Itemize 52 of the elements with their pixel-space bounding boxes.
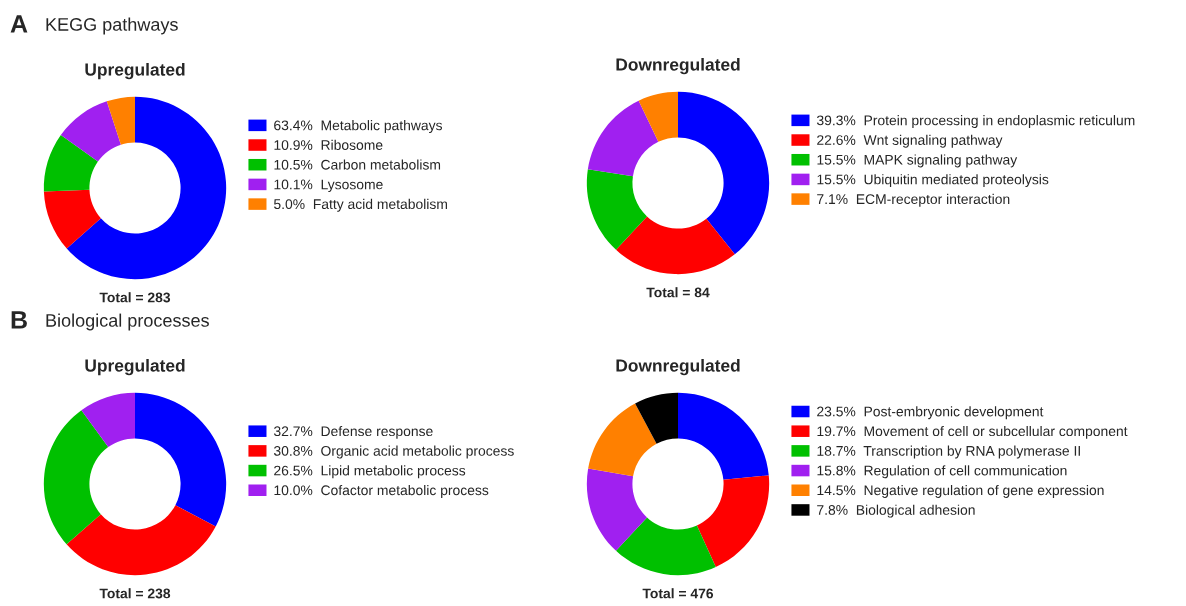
legend-label: 15.8% Regulation of cell communication: [817, 465, 1067, 479]
donut-slice: [81, 392, 135, 448]
legend-label: 26.5% Lipid metabolic process: [274, 465, 466, 479]
chart-title: Upregulated: [85, 358, 185, 376]
donut-slice: [66, 505, 216, 576]
legend-label: 18.7% Transcription by RNA polymerase II: [817, 445, 1080, 459]
legend-label: 14.5% Negative regulation of gene expression: [817, 484, 1104, 498]
donut-slice: [586, 169, 647, 250]
donut-slice: [43, 410, 109, 545]
legend-label: 30.8% Organic acid metabolic process: [273, 445, 514, 459]
legend-label: 10.1% Lysosome: [274, 179, 383, 193]
text: Total = 283: [99, 292, 171, 303]
donut-slice: [616, 216, 735, 275]
text: KEGG pathways: [46, 17, 178, 35]
donut-slice: [635, 392, 678, 444]
text: B: [11, 311, 27, 329]
legend-label: 32.7% Defense response: [273, 425, 433, 439]
donut-slice: [106, 96, 135, 145]
text: A: [10, 15, 28, 33]
text: Total = 84: [646, 287, 710, 298]
chart-title: Downregulated: [616, 358, 740, 376]
legend-label: 23.5% Post-embryonic development: [817, 406, 1044, 420]
donut-slice: [43, 189, 101, 249]
legend-label: 39.3% Protein processing in endoplasmic reticulum: [816, 115, 1135, 129]
legend-label: 15.5% MAPK signaling pathway: [817, 154, 1018, 168]
legend-label: 10.5% Carbon metabolism: [274, 159, 441, 170]
legend-label: 63.4% Metabolic pathways: [274, 120, 443, 134]
donut-slice: [678, 392, 769, 480]
legend-label: 10.0% Cofactor metabolic process: [274, 484, 489, 498]
donut-slice: [616, 517, 716, 576]
text: Biological processes: [46, 313, 209, 331]
legend-label: 5.0% Fatty acid metabolism: [273, 198, 447, 212]
chart-title: Upregulated: [85, 62, 185, 80]
donut-slice: [43, 134, 98, 192]
legend-label: 7.8% Biological adhesion: [817, 504, 975, 518]
donut-slice: [135, 392, 227, 527]
text: Total = 476: [642, 588, 714, 599]
legend-label: 10.9% Ribosome: [274, 139, 383, 150]
donut-slice: [60, 101, 121, 162]
legend-label: 7.1% ECM-receptor interaction: [817, 193, 1010, 207]
donut-slice: [66, 96, 227, 280]
chart-title: Downregulated: [616, 57, 740, 75]
donut-slice: [586, 468, 647, 551]
legend-label: 22.6% Wnt signaling pathway: [817, 134, 1003, 148]
text: Total = 238: [99, 588, 171, 599]
donut-slice: [696, 475, 770, 567]
legend-label: 15.5% Ubiquitin mediated proteolysis: [817, 174, 1049, 188]
donut-slice: [678, 91, 770, 255]
donut-slice: [588, 403, 657, 477]
legend-label: 19.7% Movement of cell or subcellular component: [817, 425, 1128, 439]
donut-slice: [587, 100, 659, 177]
donut-slice: [638, 91, 678, 142]
